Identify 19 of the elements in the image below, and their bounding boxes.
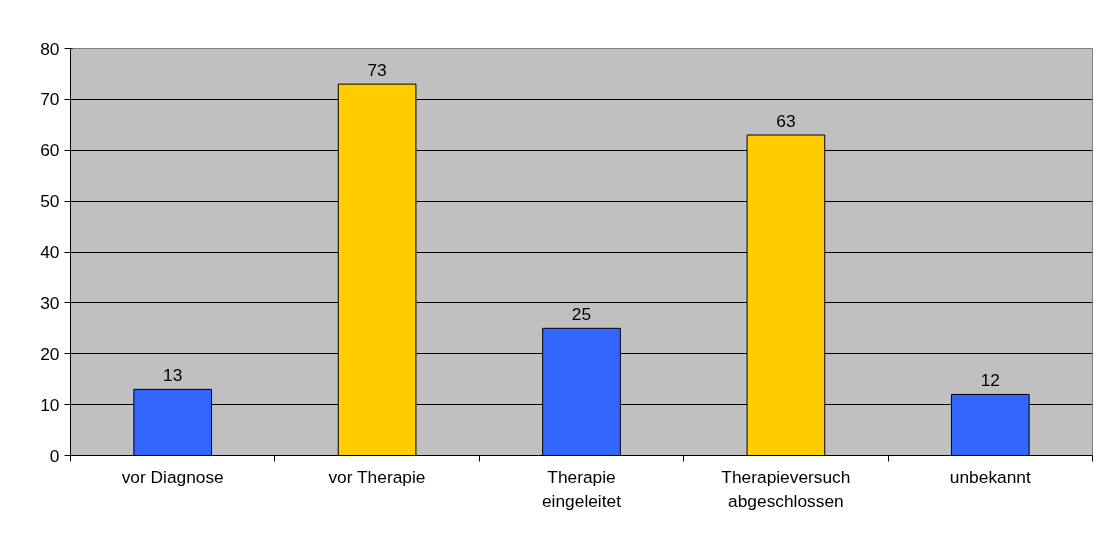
- y-tick-label: 50: [40, 191, 60, 212]
- y-tick-label: 20: [40, 343, 60, 364]
- y-tick-label: 60: [40, 140, 60, 161]
- y-tick-label: 10: [40, 394, 60, 415]
- y-tick-label: 0: [49, 445, 60, 466]
- data-label: 12: [980, 370, 1000, 391]
- data-label: 63: [776, 110, 796, 131]
- data-label: 73: [367, 60, 387, 81]
- x-tick-label: Therapie eingeleitet: [542, 466, 622, 511]
- y-tick-label: 40: [40, 242, 60, 262]
- y-tick-label: 30: [40, 292, 60, 313]
- data-label: 13: [163, 365, 183, 386]
- x-tick-label: vor Diagnose: [121, 466, 224, 487]
- x-tick-label: unbekannt: [949, 466, 1031, 487]
- y-tick-label: 80: [40, 38, 60, 59]
- x-tick-label: Therapieversuch abgeschlossen: [721, 466, 851, 511]
- x-tick-label: vor Therapie: [328, 466, 426, 487]
- y-tick-label: 70: [40, 89, 60, 110]
- data-label: 25: [571, 304, 592, 325]
